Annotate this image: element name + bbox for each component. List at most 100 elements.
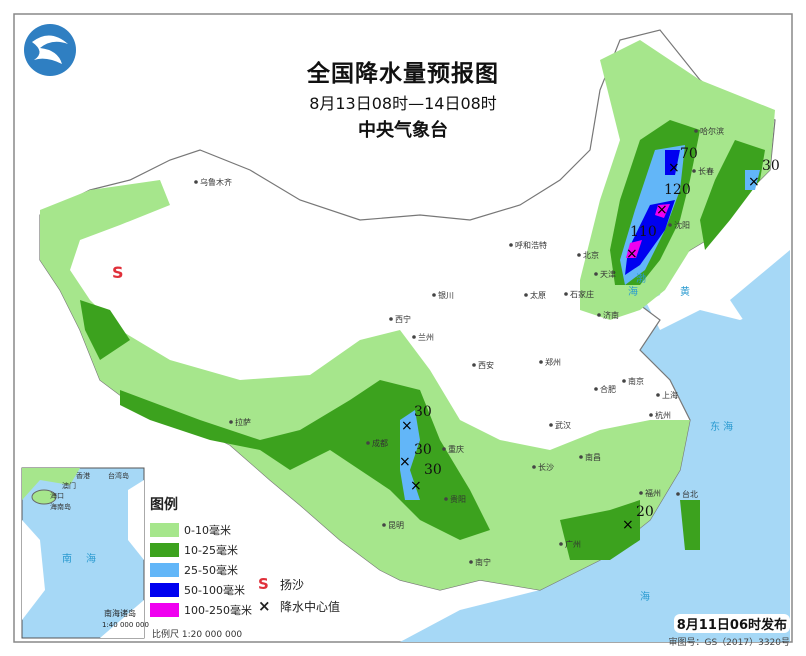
city-dot [432, 293, 436, 297]
review-number: 审图号：GS（2017）3320号 [668, 638, 791, 648]
city-label: 南宁 [475, 557, 491, 567]
rain-100-250 [626, 204, 670, 258]
precip-center-icon: × [401, 418, 413, 434]
issuer: 中央气象台 [358, 120, 448, 141]
city-label: 石家庄 [570, 289, 594, 299]
legend: 图例 0-10毫米 10-25毫米 25-50毫米 50-100毫米 100-2… [150, 494, 252, 620]
precip-value: 30 [414, 404, 432, 420]
city-dot [469, 560, 473, 564]
city-dot [444, 497, 448, 501]
city-label: 沈阳 [674, 220, 690, 230]
precip-center-values: 70 120 110 30 30 30 30 20 × × × × × × × … [399, 146, 780, 533]
city-dot [622, 379, 626, 383]
city-label: 广州 [565, 539, 581, 549]
precip-value: 30 [424, 462, 442, 478]
precip-value: 70 [680, 146, 698, 162]
city-label: 重庆 [448, 444, 464, 454]
city-dot [597, 313, 601, 317]
legend-title: 图例 [150, 497, 178, 513]
city-dot [532, 465, 536, 469]
inset-label-hainan: 海南岛 [50, 503, 71, 511]
city-label: 贵阳 [450, 494, 466, 504]
city-label: 南昌 [585, 452, 601, 462]
city-label: 昆明 [388, 521, 404, 530]
city-dot [442, 447, 446, 451]
rain-0-10 [40, 180, 690, 590]
city-dot [594, 387, 598, 391]
rain-10-25 [80, 300, 490, 540]
city-label: 呼和浩特 [515, 240, 547, 250]
south-china-sea-inset [21, 467, 145, 639]
inset-label-hk: 香港 [76, 472, 90, 480]
legend-center: × 降水中心值 [258, 597, 341, 615]
precip-center-icon: × [622, 517, 634, 533]
precip-value: 120 [664, 182, 691, 198]
city-label: 西宁 [395, 314, 411, 324]
city-dot [549, 423, 553, 427]
map-title: 全国降水量预报图 [307, 61, 499, 87]
city-dot [509, 243, 513, 247]
precip-value: 30 [762, 158, 780, 174]
inset-label-taiwan: 台湾岛 [108, 472, 129, 480]
inset-label-macau: 澳门 [62, 482, 76, 490]
city-label: 台北 [682, 489, 698, 499]
inset-title: 南海诸岛 [104, 609, 136, 618]
precip-value: 110 [630, 224, 657, 240]
sea-bohai-2: 海 [628, 285, 638, 298]
legend-item: 10-25毫米 [150, 540, 252, 560]
city-label: 西安 [478, 360, 494, 370]
city-label: 济南 [603, 310, 619, 320]
legend-item: 25-50毫米 [150, 560, 252, 580]
city-dot [649, 413, 653, 417]
inset-scale: 1:40 000 000 [102, 621, 149, 629]
city-label: 郑州 [545, 357, 561, 367]
city-dot [194, 180, 198, 184]
city-dot [229, 420, 233, 424]
city-dot [656, 393, 660, 397]
forecast-period: 8月13日08时—14日08时 [309, 94, 497, 113]
city-dot [564, 292, 568, 296]
precip-value: 30 [414, 442, 432, 458]
precip-center-icon: × [258, 597, 271, 615]
city-dot [577, 253, 581, 257]
city-label: 北京 [583, 250, 599, 260]
city-label: 长春 [698, 166, 714, 176]
city-label: 长沙 [538, 462, 554, 472]
city-label: 天津 [600, 269, 616, 279]
city-label: 成都 [372, 438, 388, 448]
precip-value: 20 [636, 504, 654, 520]
city-dot [579, 455, 583, 459]
city-label: 拉萨 [235, 417, 251, 427]
precip-center-icon: × [626, 246, 638, 262]
precip-center-icon: × [748, 174, 760, 190]
cma-logo [24, 24, 76, 76]
city-label: 兰州 [418, 332, 434, 342]
city-dot [694, 129, 698, 133]
precip-center-icon: × [399, 454, 411, 470]
city-dot [559, 542, 563, 546]
sand-dust-icon: S [258, 575, 269, 593]
city-dot [412, 335, 416, 339]
precip-center-icon: × [410, 478, 422, 494]
city-dot [594, 272, 598, 276]
city-dot [366, 441, 370, 445]
city-dot [676, 492, 680, 496]
city-dot [382, 523, 386, 527]
city-dot [668, 223, 672, 227]
city-label: 合肥 [600, 384, 616, 394]
city-label: 南京 [628, 376, 644, 386]
city-label: 福州 [645, 489, 661, 498]
city-label: 武汉 [555, 420, 571, 430]
legend-item: 50-100毫米 [150, 580, 252, 600]
city-dot [539, 360, 543, 364]
ocean [400, 290, 790, 642]
city-dot [524, 293, 528, 297]
sea-nanhai: 海 [640, 590, 650, 603]
inset-label-haikou: 海口 [50, 492, 64, 500]
city-dot [692, 169, 696, 173]
city-dot [472, 363, 476, 367]
legend-item: 0-10毫米 [150, 520, 252, 540]
sea-donghai: 东 海 [710, 420, 733, 433]
